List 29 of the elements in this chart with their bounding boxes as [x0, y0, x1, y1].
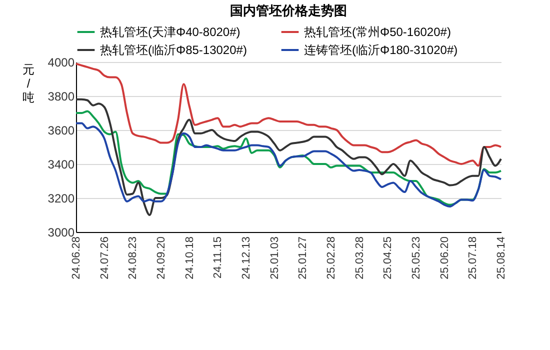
x-tick-label: 24.10.18 [184, 236, 196, 280]
x-tick-label: 25.02.28 [326, 236, 338, 280]
x-tick-label: 24.11.15 [212, 236, 224, 279]
x-tick-label: 24.12.13 [240, 236, 252, 280]
y-tick-label: 4000 [48, 56, 75, 70]
x-tick-label: 25.05.23 [410, 236, 422, 280]
legend-label: 连铸管坯(临沂Φ180-31020#) [304, 43, 458, 57]
y-tick-label: 3400 [48, 158, 75, 172]
x-tick-label: 25.01.27 [297, 236, 310, 280]
legend-label: 热轧管坯(临沂Φ85-13020#) [100, 43, 247, 57]
x-tick-label: 25.06.20 [438, 236, 451, 280]
x-tick-label: 24.08.23 [127, 236, 140, 280]
y-tick-label: 3600 [48, 124, 75, 138]
y-axis-title: 元/吨 [22, 62, 34, 104]
x-tick-label: 25.08.14 [496, 236, 508, 280]
x-tick-label: 25.01.03 [268, 236, 281, 280]
x-tick-label: 25.04.25 [382, 236, 394, 280]
line-series [75, 62, 502, 167]
x-tick-label: 25.07.18 [467, 236, 480, 280]
line-series [75, 98, 502, 216]
x-tick-label: 24.07.26 [98, 236, 111, 280]
x-tick-label: 24.09.20 [156, 236, 168, 280]
y-tick-label: 3800 [48, 90, 75, 104]
y-tick-label: 3200 [48, 192, 75, 206]
legend-label: 热轧管坯(常州Φ50-16020#) [304, 25, 451, 39]
legend-label: 热轧管坯(天津Φ40-8020#) [100, 25, 240, 39]
x-tick-label: 25.03.28 [354, 236, 366, 280]
chart-title: 国内管坯价格走势图 [230, 3, 347, 18]
x-tick-label: 24.06.28 [70, 236, 82, 280]
